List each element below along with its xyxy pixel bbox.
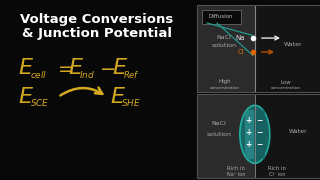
Text: Water: Water [289, 129, 307, 134]
Bar [245, 110, 254, 159]
FancyBboxPatch shape [202, 10, 241, 24]
Text: $\mathit{cell}$: $\mathit{cell}$ [30, 69, 47, 80]
Text: −: − [257, 140, 263, 149]
Text: Na: Na [235, 35, 245, 41]
Text: $\mathit{SCE}$: $\mathit{SCE}$ [30, 98, 50, 109]
Text: concentration: concentration [210, 86, 240, 90]
Text: $=$: $=$ [54, 58, 74, 78]
Text: $\mathit{Ref}$: $\mathit{Ref}$ [123, 69, 140, 80]
Text: High: High [219, 80, 232, 84]
Text: −: − [257, 128, 263, 137]
Text: $-$: $-$ [99, 58, 115, 78]
Text: Voltage Conversions: Voltage Conversions [20, 14, 174, 26]
Bar [197, 5, 255, 92]
Text: +: + [246, 140, 252, 149]
Text: & Junction Potential: & Junction Potential [22, 26, 172, 39]
Text: Rich in: Rich in [268, 165, 286, 170]
Text: $\mathit{SHE}$: $\mathit{SHE}$ [121, 98, 141, 109]
Text: $\mathit{E}$: $\mathit{E}$ [112, 58, 128, 78]
Text: Na⁺ ion: Na⁺ ion [227, 172, 245, 177]
Text: Rich in: Rich in [228, 165, 245, 170]
Text: $\mathit{Ind}$: $\mathit{Ind}$ [79, 69, 95, 80]
Text: +: + [246, 116, 252, 125]
Text: Cl⁻ ion: Cl⁻ ion [269, 172, 285, 177]
Bar [197, 94, 320, 178]
Text: solution: solution [212, 43, 236, 48]
Text: concentration: concentration [270, 86, 300, 90]
Bar [197, 5, 320, 92]
Text: $\mathit{E}$: $\mathit{E}$ [18, 87, 34, 107]
Text: $\mathit{E}$: $\mathit{E}$ [110, 87, 126, 107]
Text: −: − [257, 116, 263, 125]
Text: NaCl: NaCl [217, 35, 231, 40]
Text: Water: Water [284, 42, 302, 47]
Text: $\mathit{E}$: $\mathit{E}$ [18, 58, 34, 78]
Text: solution: solution [207, 132, 232, 137]
Bar [197, 94, 255, 178]
Bar [255, 5, 320, 92]
Text: Cl: Cl [238, 49, 245, 55]
Text: NaCl: NaCl [212, 121, 227, 126]
Text: $\mathit{E}$: $\mathit{E}$ [68, 58, 84, 78]
Ellipse shape [240, 105, 270, 163]
Text: Low: Low [280, 80, 291, 84]
Text: +: + [246, 128, 252, 137]
Bar [256, 110, 265, 159]
Bar [255, 94, 320, 178]
Text: Diffusion: Diffusion [209, 14, 233, 19]
